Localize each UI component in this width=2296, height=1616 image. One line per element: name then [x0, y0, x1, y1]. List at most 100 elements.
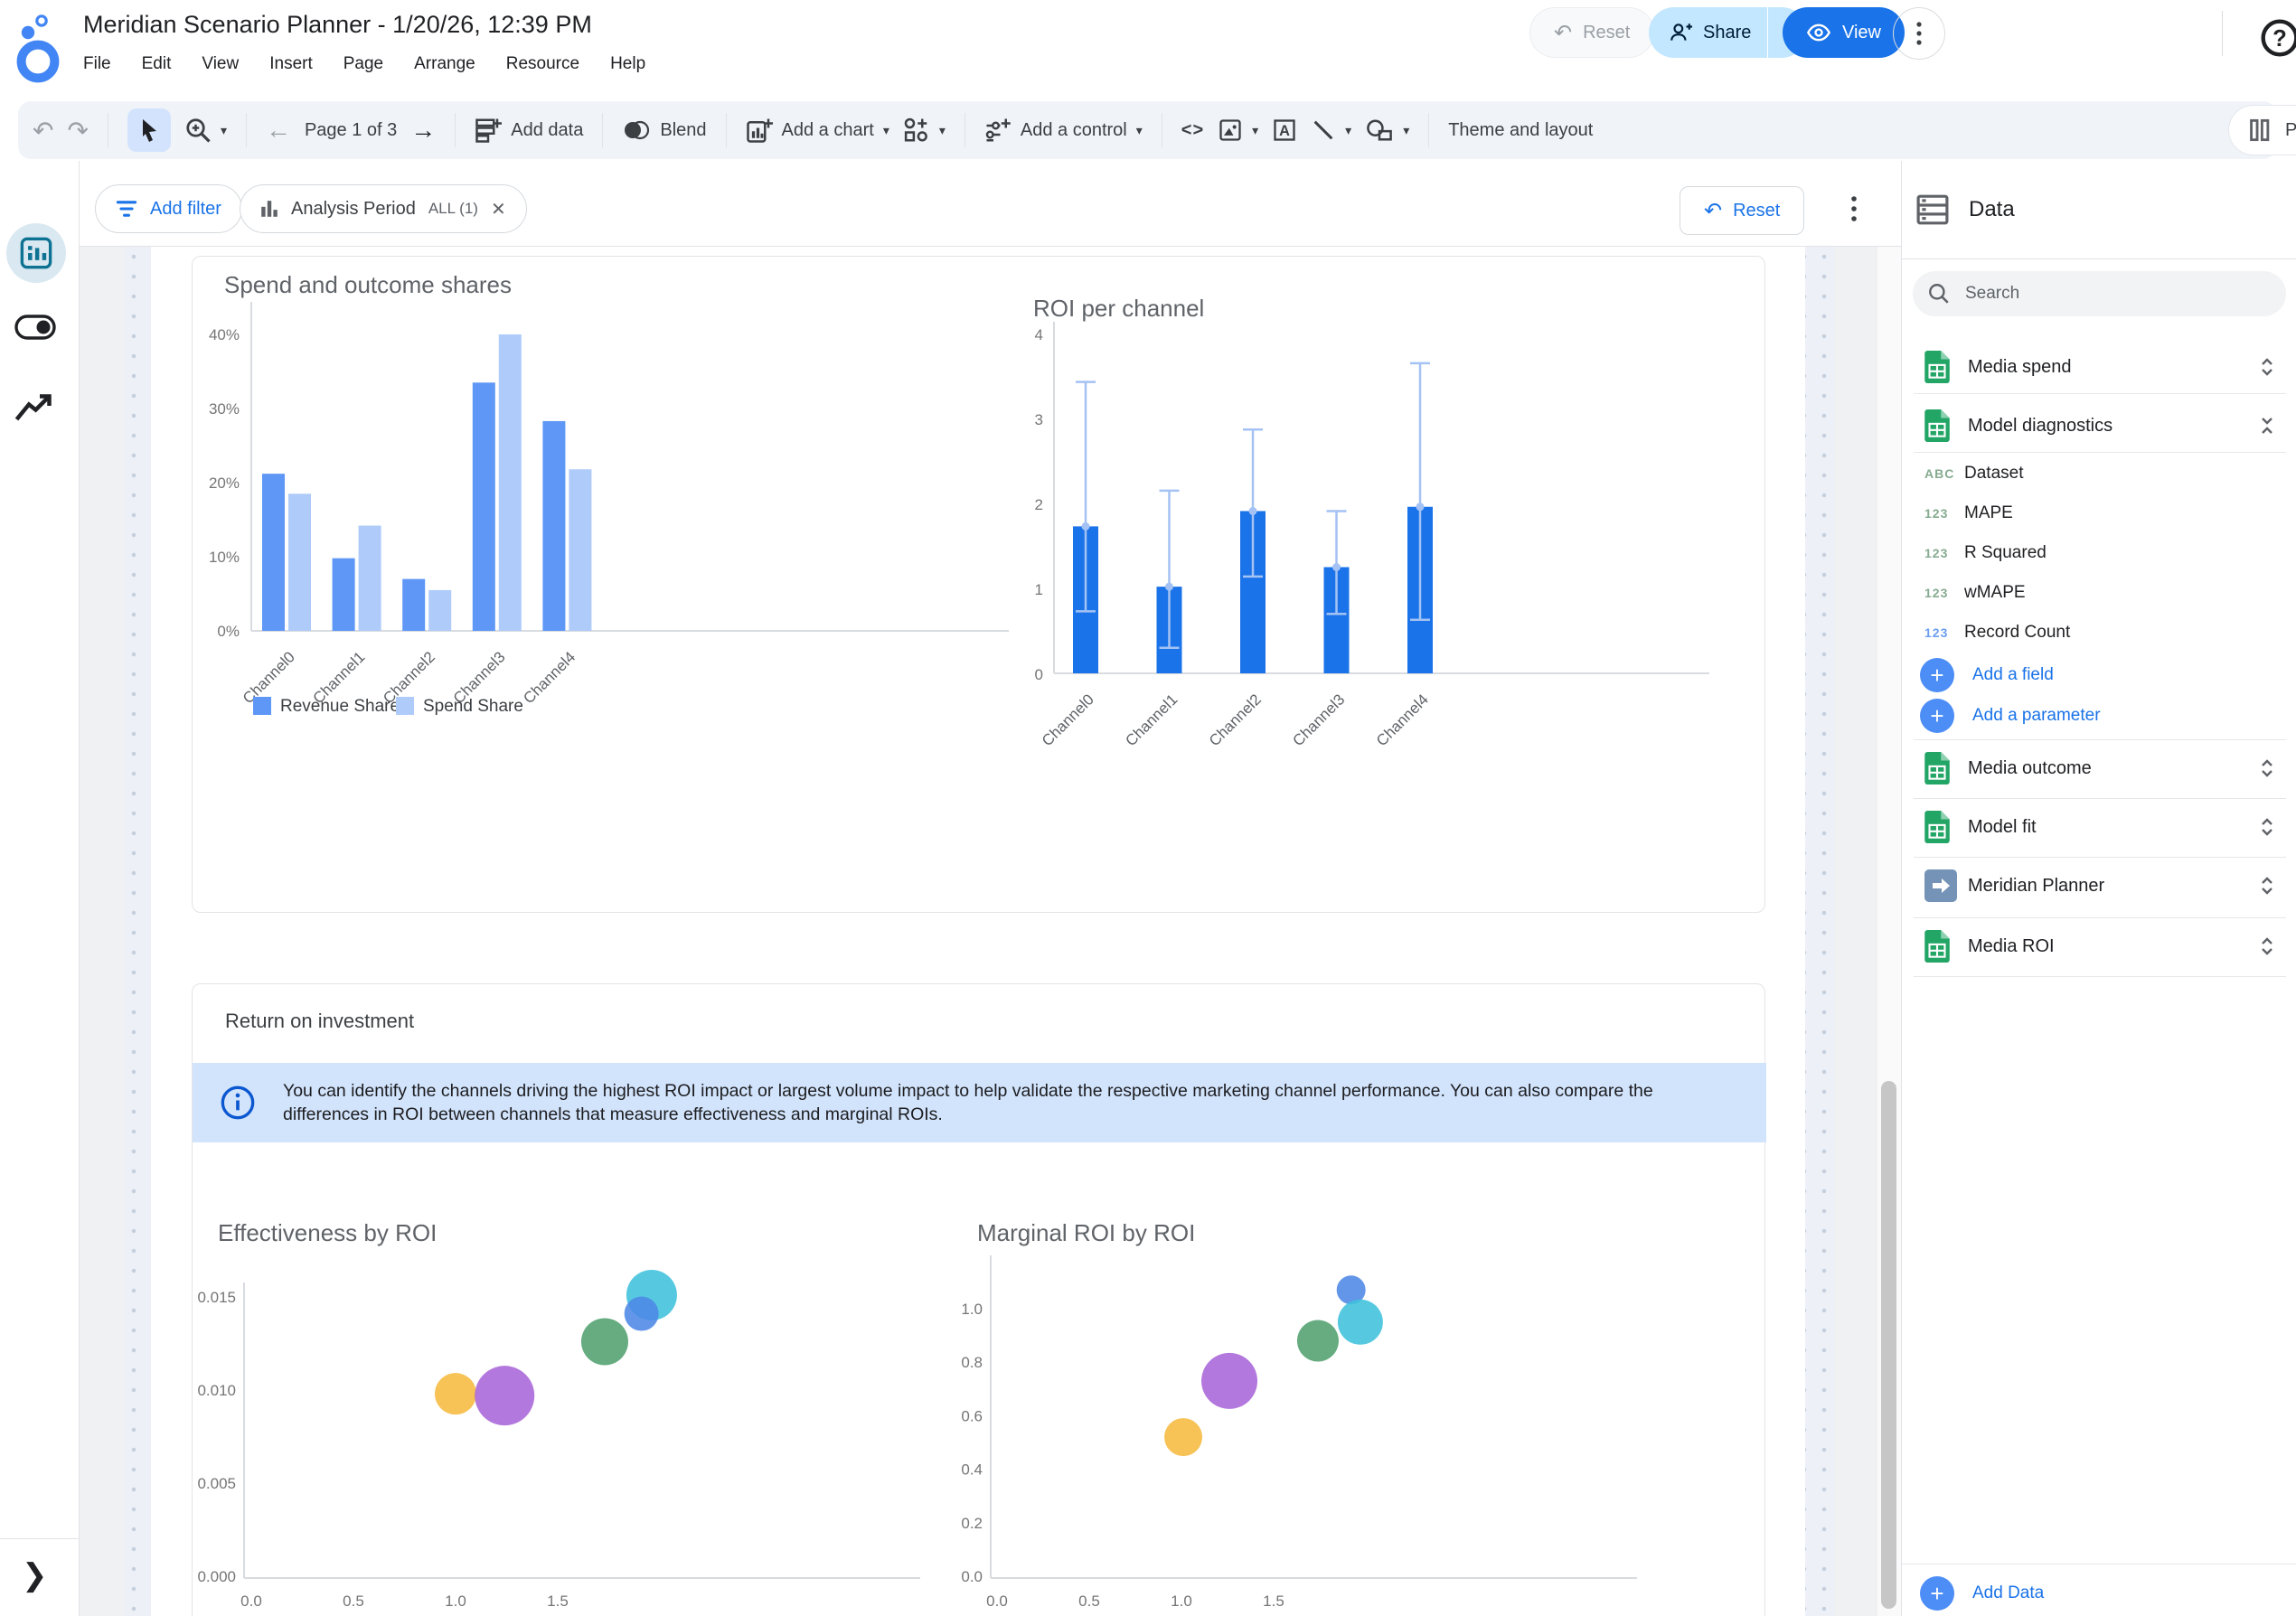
- menu-arrange[interactable]: Arrange: [414, 54, 475, 73]
- report-tab-selected[interactable]: [6, 223, 66, 283]
- field-wmape[interactable]: 123 wMAPE: [1902, 573, 2296, 613]
- data-source-media-spend[interactable]: Media spend: [1902, 344, 2296, 390]
- svg-text:0.0: 0.0: [986, 1593, 1008, 1610]
- number-type-icon: 123: [1924, 625, 1949, 640]
- plus-icon: +: [1920, 699, 1954, 733]
- data-source-model-fit[interactable]: Model fit: [1902, 804, 2296, 850]
- zoom-tool-button[interactable]: ▾: [184, 117, 227, 144]
- undo-icon: ↶: [1704, 198, 1723, 223]
- add-a-parameter-button[interactable]: + Add a parameter: [1902, 695, 2296, 737]
- field-r-squared[interactable]: 123 R Squared: [1902, 533, 2296, 573]
- trends-tab[interactable]: [14, 392, 55, 425]
- add-a-field-button[interactable]: + Add a field: [1902, 654, 2296, 696]
- person-add-icon: [1669, 21, 1692, 44]
- more-options-button[interactable]: [1893, 7, 1945, 60]
- data-source-media-roi[interactable]: Media ROI: [1902, 924, 2296, 969]
- filter-bar-more-button[interactable]: [1851, 195, 1857, 222]
- spend-and-roi-charts[interactable]: Spend and outcome shares 0% 10% 20% 30% 40% Ch…: [193, 257, 1764, 912]
- filter-icon: [116, 201, 137, 217]
- add-data-button-panel[interactable]: + Add Data: [1902, 1571, 2296, 1616]
- svg-text:0.2: 0.2: [961, 1515, 983, 1532]
- expand-panel-chevron[interactable]: ❯: [22, 1558, 48, 1593]
- field-record-count[interactable]: 123 Record Count: [1902, 613, 2296, 653]
- expand-fields-icon[interactable]: [2259, 935, 2275, 958]
- text-button[interactable]: A: [1272, 117, 1297, 143]
- share-split-divider: [1767, 7, 1769, 58]
- add-chart-caret-icon: ▾: [882, 122, 889, 137]
- community-visualizations-button[interactable]: ▾: [903, 117, 946, 144]
- menu-resource[interactable]: Resource: [505, 54, 580, 73]
- toolbar-divider: [245, 113, 247, 147]
- controls-tab[interactable]: [14, 315, 56, 340]
- trending-up-icon: [14, 394, 52, 421]
- add-data-button[interactable]: Add data: [475, 117, 583, 144]
- menu-file[interactable]: File: [83, 54, 111, 73]
- next-page-button[interactable]: →: [410, 116, 437, 144]
- panel-divider: [1914, 452, 2286, 453]
- svg-text:30%: 30%: [209, 400, 240, 418]
- toolbar-divider: [455, 113, 456, 147]
- svg-text:0: 0: [1035, 666, 1043, 683]
- data-source-meridian-planner[interactable]: Meridian Planner: [1902, 863, 2296, 908]
- image-button[interactable]: ▾: [1218, 117, 1258, 143]
- field-search[interactable]: [1913, 271, 2286, 316]
- expand-fields-icon[interactable]: [2259, 874, 2275, 897]
- add-data-label: Add Data: [1972, 1583, 2045, 1602]
- data-source-label: Model fit: [1968, 816, 2037, 837]
- share-button[interactable]: Share ▾: [1649, 7, 1808, 58]
- blend-button[interactable]: Blend: [622, 117, 707, 143]
- expand-fields-icon[interactable]: [2259, 815, 2275, 839]
- report-page[interactable]: Spend and outcome shares 0% 10% 20% 30% 40% Ch…: [151, 247, 1805, 1616]
- pause-updates-button[interactable]: Pause u: [2228, 105, 2296, 155]
- sheets-icon: [1924, 409, 1950, 442]
- collapse-fields-icon[interactable]: [2259, 414, 2275, 437]
- filter-reset-button[interactable]: ↶ Reset: [1680, 186, 1805, 235]
- cursor-icon: [142, 119, 156, 142]
- data-source-media-outcome[interactable]: Media outcome: [1902, 746, 2296, 791]
- menu-edit[interactable]: Edit: [141, 54, 172, 73]
- analysis-period-filter-chip[interactable]: Analysis Period ALL (1) ✕: [240, 184, 527, 233]
- theme-and-layout-button[interactable]: Theme and layout: [1448, 119, 1594, 140]
- page-indicator[interactable]: Page 1 of 3: [304, 119, 398, 140]
- connector-arrow-icon: [1924, 869, 1957, 902]
- menu-insert[interactable]: Insert: [269, 54, 313, 73]
- add-chart-button[interactable]: Add a chart ▾: [746, 117, 889, 144]
- menu-help[interactable]: Help: [610, 54, 646, 73]
- add-chart-icon: [746, 118, 773, 143]
- field-dataset[interactable]: ABC Dataset: [1902, 454, 2296, 493]
- filter-chip-close-icon[interactable]: ✕: [490, 199, 506, 220]
- vertical-scrollbar-track[interactable]: [1877, 247, 1901, 1616]
- shape-button[interactable]: ▾: [1365, 117, 1409, 143]
- menu-view[interactable]: View: [202, 54, 240, 73]
- sheets-icon: [1924, 930, 1950, 963]
- vertical-scrollbar-thumb[interactable]: [1881, 1081, 1896, 1609]
- data-source-model-diagnostics[interactable]: Model diagnostics: [1902, 403, 2296, 448]
- report-title[interactable]: Meridian Scenario Planner - 1/20/26, 12:…: [83, 11, 592, 38]
- expand-fields-icon[interactable]: [2259, 355, 2275, 379]
- add-control-button[interactable]: Add a control ▾: [984, 117, 1143, 144]
- expand-fields-icon[interactable]: [2259, 756, 2275, 780]
- data-source-label: Model diagnostics: [1968, 415, 2113, 436]
- undo-button[interactable]: ↶: [33, 116, 54, 145]
- charts-card[interactable]: Spend and outcome shares 0% 10% 20% 30% 40% Ch…: [192, 256, 1765, 913]
- search-input[interactable]: [1963, 283, 2256, 305]
- previous-page-button[interactable]: ←: [265, 116, 291, 144]
- redo-button[interactable]: ↷: [67, 116, 89, 145]
- svg-text:0.0: 0.0: [961, 1568, 983, 1585]
- line-button[interactable]: ▾: [1311, 117, 1351, 143]
- field-mape[interactable]: 123 MAPE: [1902, 493, 2296, 533]
- roi-bubble-charts[interactable]: Effectiveness by ROI 0.000 0.005 0.010 0.015…: [193, 984, 1764, 1616]
- help-icon[interactable]: ?: [2260, 18, 2296, 58]
- svg-text:A: A: [1279, 123, 1290, 139]
- reset-button-disabled[interactable]: ↶ Reset: [1529, 7, 1655, 58]
- menu-page[interactable]: Page: [343, 54, 384, 73]
- community-viz-caret-icon: ▾: [938, 122, 946, 137]
- roi-section-card[interactable]: Effectiveness by ROI 0.000 0.005 0.010 0.015…: [192, 983, 1766, 1616]
- select-tool-button[interactable]: [127, 108, 171, 152]
- svg-text:4: 4: [1035, 326, 1043, 343]
- view-button[interactable]: View: [1783, 7, 1905, 58]
- embed-button[interactable]: <>: [1181, 119, 1205, 140]
- image-icon: [1219, 119, 1241, 141]
- field-label: Dataset: [1964, 464, 2024, 483]
- add-filter-button[interactable]: Add filter: [95, 184, 242, 233]
